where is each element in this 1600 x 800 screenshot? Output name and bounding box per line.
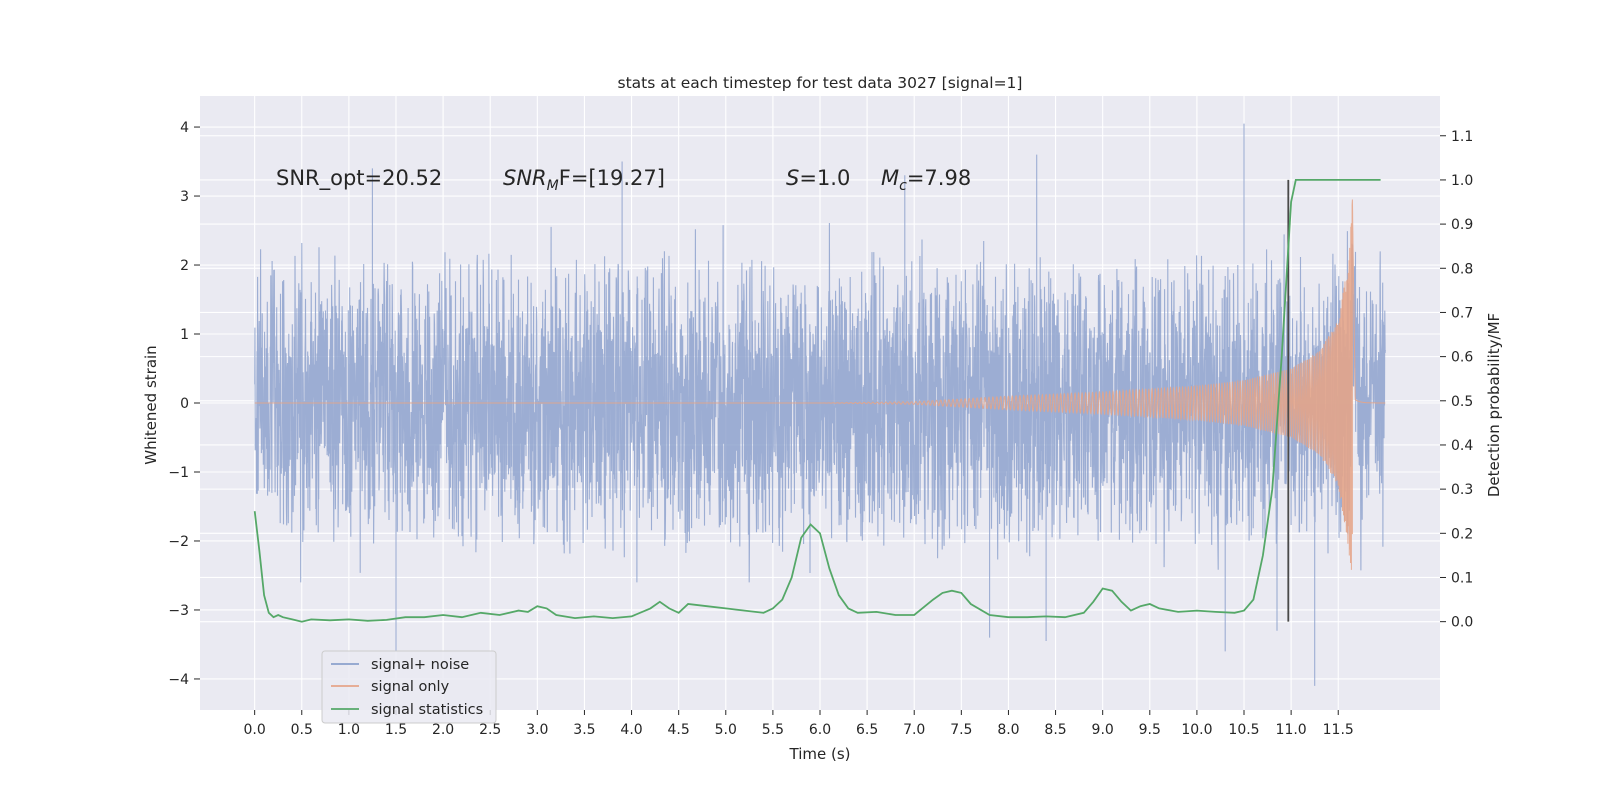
series-signal-only [254, 199, 1386, 570]
y2-tick-label: 0.2 [1451, 526, 1473, 542]
x-tick-label: 6.5 [856, 722, 878, 738]
x-tick-label: 3.5 [573, 722, 595, 738]
x-tick-label: 7.5 [950, 722, 972, 738]
y-axis-title: Whitened strain [142, 345, 160, 464]
x-axis-ticks: 0.0 0.5 1.0 1.5 2.0 2.5 3.0 3.5 4.0 4.5 5.0 5.5 6.0 6… [244, 710, 1354, 738]
y2-tick-label: 1.0 [1451, 173, 1473, 189]
annotation-snr-opt: SNR_opt=20.52 [276, 166, 442, 191]
y-tick-label: −2 [168, 534, 189, 550]
y-axis-ticks: −4 −3 −2 −1 0 1 2 3 4 [168, 120, 200, 688]
legend-label-signal-statistics: signal statistics [371, 702, 483, 718]
y-tick-label: −3 [168, 603, 189, 619]
y-tick-label: 4 [180, 120, 189, 136]
x-tick-label: 10.0 [1181, 722, 1212, 738]
annotation-snr-mf-rest: F=[19.27] [559, 166, 665, 190]
annotation-snr-mf-sub: M [547, 178, 559, 194]
x-tick-label: 8.0 [997, 722, 1019, 738]
x-tick-label: 4.0 [620, 722, 642, 738]
annotation-s-main: S [786, 166, 799, 190]
y2-tick-label: 0.0 [1451, 615, 1473, 631]
annotation-mc-rest: =7.98 [907, 166, 971, 190]
chart-title: stats at each timestep for test data 302… [618, 74, 1023, 92]
x-tick-label: 1.5 [385, 722, 407, 738]
y2-tick-label: 0.3 [1451, 482, 1473, 498]
x-axis-title: Time (s) [789, 745, 851, 763]
y-tick-label: 2 [180, 258, 189, 274]
annotation-mc-main: M [881, 166, 899, 190]
signal-noise-line [254, 123, 1386, 686]
x-tick-label: 1.0 [338, 722, 360, 738]
legend-label-signal-noise: signal+ noise [371, 657, 469, 673]
legend-label-signal-only: signal only [371, 679, 450, 695]
x-tick-label: 5.5 [762, 722, 784, 738]
signal-statistics-line [253, 179, 1381, 623]
y2-tick-label: 0.6 [1451, 350, 1473, 366]
y2-tick-label: 0.4 [1451, 438, 1473, 454]
y2-axis-ticks: 0.0 0.1 0.2 0.3 0.4 0.5 0.6 0.7 0.8 0.9 1.0 1.1 [1440, 129, 1473, 631]
legend: signal+ noise signal only signal statist… [321, 650, 497, 724]
x-tick-label: 7.0 [903, 722, 925, 738]
x-tick-label: 4.5 [668, 722, 690, 738]
x-tick-label: 5.0 [715, 722, 737, 738]
y2-tick-label: 0.9 [1451, 217, 1473, 233]
y2-tick-label: 1.1 [1451, 129, 1473, 145]
x-tick-label: 3.0 [526, 722, 548, 738]
y-tick-label: −4 [168, 672, 189, 688]
annotation-s: S=1.0 [786, 166, 850, 190]
series-signal-noise [254, 123, 1386, 686]
x-tick-label: 9.5 [1139, 722, 1161, 738]
y-tick-label: 0 [180, 396, 189, 412]
annotation-mc-sub: c [899, 178, 907, 194]
y-tick-label: 1 [180, 327, 189, 343]
y2-tick-label: 0.5 [1451, 394, 1473, 410]
annotation-s-rest: =1.0 [799, 166, 850, 190]
x-tick-label: 11.0 [1276, 722, 1307, 738]
x-tick-label: 2.0 [432, 722, 454, 738]
annotation-snr-mf-main: SNR [503, 166, 547, 190]
y-tick-label: −1 [168, 465, 189, 481]
x-tick-label: 10.5 [1228, 722, 1259, 738]
y2-tick-label: 0.1 [1451, 570, 1473, 586]
x-tick-label: 0.0 [244, 722, 266, 738]
annotation-snr-mf: SNRMF=[19.27] [503, 166, 665, 194]
legend-box [321, 650, 497, 724]
x-tick-label: 8.5 [1044, 722, 1066, 738]
y2-axis-title: Detection probability/MF [1485, 313, 1503, 497]
x-tick-label: 11.5 [1323, 722, 1354, 738]
y2-tick-label: 0.7 [1451, 305, 1473, 321]
y-tick-label: 3 [180, 189, 189, 205]
y2-tick-label: 0.8 [1451, 261, 1473, 277]
annotation-mc: Mc=7.98 [881, 166, 971, 194]
x-tick-label: 9.0 [1092, 722, 1114, 738]
x-tick-label: 6.0 [809, 722, 831, 738]
signal-only-line [254, 199, 1386, 570]
x-tick-label: 2.5 [479, 722, 501, 738]
x-tick-label: 0.5 [291, 722, 313, 738]
